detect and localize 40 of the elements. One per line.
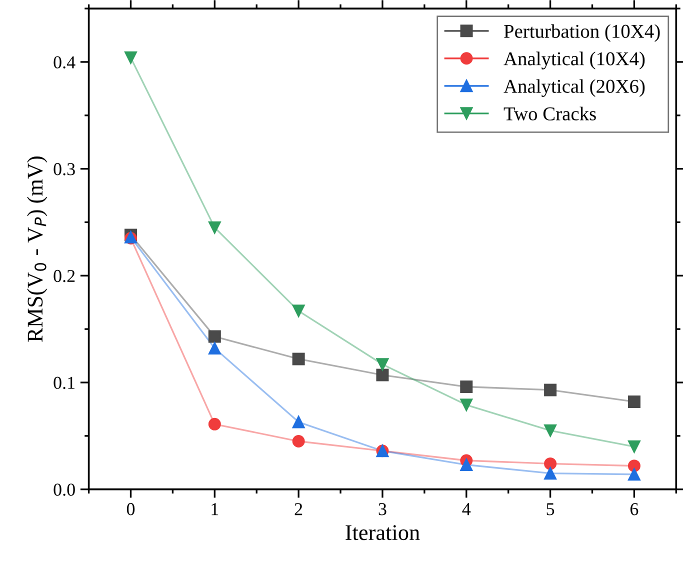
point xyxy=(292,304,305,318)
x-tick-label: 2 xyxy=(294,503,302,516)
point xyxy=(544,424,557,437)
point xyxy=(460,380,473,394)
point xyxy=(208,342,221,355)
legend-label: Perturbation (10X4) xyxy=(504,24,660,42)
point xyxy=(628,440,640,453)
point xyxy=(376,368,389,382)
y-tick-label: 0.2 xyxy=(54,270,75,282)
point xyxy=(628,468,640,481)
point xyxy=(628,460,640,472)
x-tick-label: 0 xyxy=(126,503,135,516)
point xyxy=(208,418,221,430)
point xyxy=(544,467,557,480)
x-tick-label: 4 xyxy=(462,503,471,516)
x-tick-label: 1 xyxy=(212,503,218,516)
legend-label: Two Cracks xyxy=(504,106,596,120)
point xyxy=(544,457,557,470)
y-tick-label: 0.3 xyxy=(54,163,75,176)
legend-label: Analytical (10X4) xyxy=(504,52,645,70)
point xyxy=(628,395,640,408)
point xyxy=(292,352,305,366)
legend-label: Analytical (20X6) xyxy=(504,79,645,97)
y-axis-title: RMS(V$_{0}$ - V$_{P}$) (mV) xyxy=(27,156,48,342)
y-tick-label: 0.0 xyxy=(54,484,75,496)
point xyxy=(124,51,137,64)
point xyxy=(292,435,305,448)
point xyxy=(376,358,389,371)
point xyxy=(208,221,221,234)
x-tick-label: 3 xyxy=(378,503,386,516)
y-tick-label: 0.1 xyxy=(54,376,75,390)
point xyxy=(460,398,473,412)
point xyxy=(292,416,305,428)
point xyxy=(544,384,557,396)
point xyxy=(460,458,473,472)
x-tick-label: 5 xyxy=(546,503,554,516)
y-tick-label: 0.4 xyxy=(54,56,76,68)
x-tick-label: 6 xyxy=(630,503,638,516)
point xyxy=(208,330,221,343)
x-axis-title: Iteration xyxy=(346,525,420,540)
